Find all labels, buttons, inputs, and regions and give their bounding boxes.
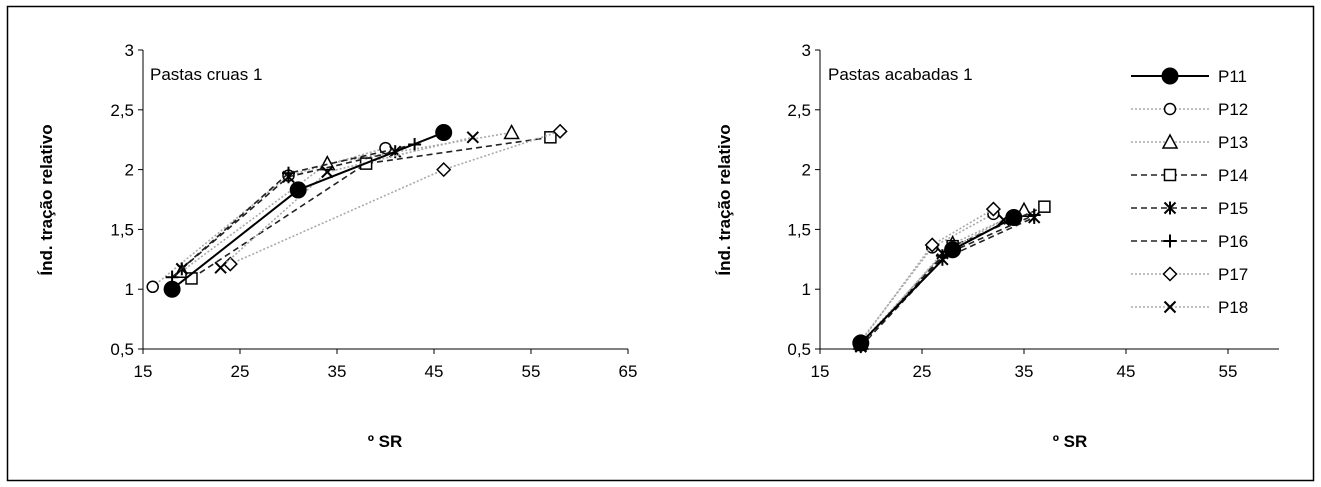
legend-label: P14 — [1218, 166, 1248, 185]
series-p18 — [214, 131, 480, 274]
y-axis-label: Índ. tração relativo — [715, 124, 734, 275]
series-line — [860, 209, 1025, 344]
y-tick-label: 3 — [125, 41, 134, 60]
x-tick-label: 55 — [522, 362, 541, 381]
legend-item-p11: P11 — [1131, 67, 1247, 86]
series-p11 — [852, 208, 1023, 352]
x-tick-label: 25 — [231, 362, 250, 381]
legend-marker — [1161, 133, 1179, 149]
x-axis-label: º SR — [368, 432, 403, 451]
y-tick-label: 1,5 — [110, 220, 134, 239]
ticks: 0,5 1 1,5 2 2,5 3 15 25 35 45 55 — [787, 41, 1237, 381]
series-p11 — [163, 124, 453, 298]
figure-border — [6, 5, 1315, 482]
x-tick-label: 55 — [1219, 362, 1238, 381]
x-tick-label: 65 — [619, 362, 638, 381]
legend-marker — [1163, 168, 1177, 182]
series-layer — [852, 200, 1051, 354]
x-tick-label: 15 — [134, 362, 153, 381]
data-point — [985, 201, 1001, 217]
legend-marker — [1163, 300, 1177, 314]
series-line — [191, 136, 551, 280]
legend: P11 P12 P13 P14 P15 P16 P17 P18 — [1131, 67, 1248, 317]
data-point — [321, 165, 334, 179]
x-tick-label: 35 — [328, 362, 347, 381]
data-point — [146, 280, 159, 294]
y-tick-label: 0,5 — [110, 340, 134, 359]
series-line — [171, 143, 415, 278]
legend-label: P16 — [1218, 232, 1248, 251]
data-point — [436, 162, 452, 178]
x-axis-label: º SR — [1053, 432, 1088, 451]
data-point — [282, 166, 295, 180]
legend-item-p13: P13 — [1131, 133, 1248, 152]
data-point — [503, 123, 520, 140]
data-point — [1027, 208, 1041, 222]
x-tick-label: 45 — [1117, 362, 1136, 381]
data-point — [1038, 200, 1051, 213]
legend-item-p17: P17 — [1131, 265, 1248, 284]
y-axis-label: Índ. tração relativo — [37, 124, 56, 275]
y-tick-label: 3 — [802, 41, 811, 60]
data-point — [466, 131, 480, 144]
legend-marker — [1163, 234, 1177, 248]
legend-marker — [1163, 102, 1177, 116]
legend-item-p15: P15 — [1131, 199, 1248, 218]
data-point — [435, 124, 453, 142]
data-point — [944, 241, 962, 259]
data-point — [163, 280, 181, 298]
y-tick-label: 1,5 — [787, 220, 811, 239]
legend-item-p16: P16 — [1131, 232, 1248, 251]
series-layer — [146, 123, 568, 298]
data-point — [924, 237, 940, 253]
axes — [142, 50, 628, 350]
data-point — [852, 334, 870, 352]
legend-marker — [1161, 67, 1179, 85]
data-point — [214, 261, 227, 274]
y-tick-label: 2 — [125, 161, 134, 180]
y-tick-label: 0,5 — [787, 340, 811, 359]
legend-label: P17 — [1218, 265, 1248, 284]
legend-label: P12 — [1218, 100, 1248, 119]
y-tick-label: 2 — [802, 161, 811, 180]
legend-label: P18 — [1218, 298, 1248, 317]
legend-label: P11 — [1218, 67, 1247, 86]
data-point — [1005, 208, 1023, 226]
axes — [819, 50, 1279, 350]
series-p17 — [222, 123, 568, 272]
legend-label: P15 — [1218, 199, 1248, 218]
legend-item-p12: P12 — [1131, 100, 1248, 119]
legend-item-p14: P14 — [1131, 166, 1248, 185]
y-tick-label: 1 — [125, 280, 134, 299]
y-tick-label: 2,5 — [110, 101, 134, 120]
legend-label: P13 — [1218, 133, 1248, 152]
data-point — [544, 131, 557, 144]
x-tick-label: 15 — [811, 362, 830, 381]
x-tick-label: 45 — [425, 362, 444, 381]
legend-marker — [1163, 201, 1177, 215]
ticks: 0,5 1 1,5 2 2,5 3 15 25 35 45 55 65 — [110, 41, 637, 381]
inset-title: Pastas acabadas 1 — [828, 65, 973, 84]
chart-pastas-cruas: Índ. tração relativo º SR 0,5 1 1,5 2 2,5 3 15… — [37, 41, 637, 451]
chart-pastas-acabadas: Índ. tração relativo º SR 0,5 1 1,5 2 2,5 3 15… — [715, 41, 1279, 451]
y-tick-label: 2,5 — [787, 101, 811, 120]
data-point — [289, 181, 307, 199]
inset-title: Pastas cruas 1 — [150, 65, 262, 84]
x-tick-label: 25 — [913, 362, 932, 381]
y-tick-label: 1 — [802, 280, 811, 299]
legend-item-p18: P18 — [1131, 298, 1248, 317]
data-point — [552, 123, 568, 139]
legend-marker — [1162, 266, 1178, 282]
x-tick-label: 35 — [1015, 362, 1034, 381]
